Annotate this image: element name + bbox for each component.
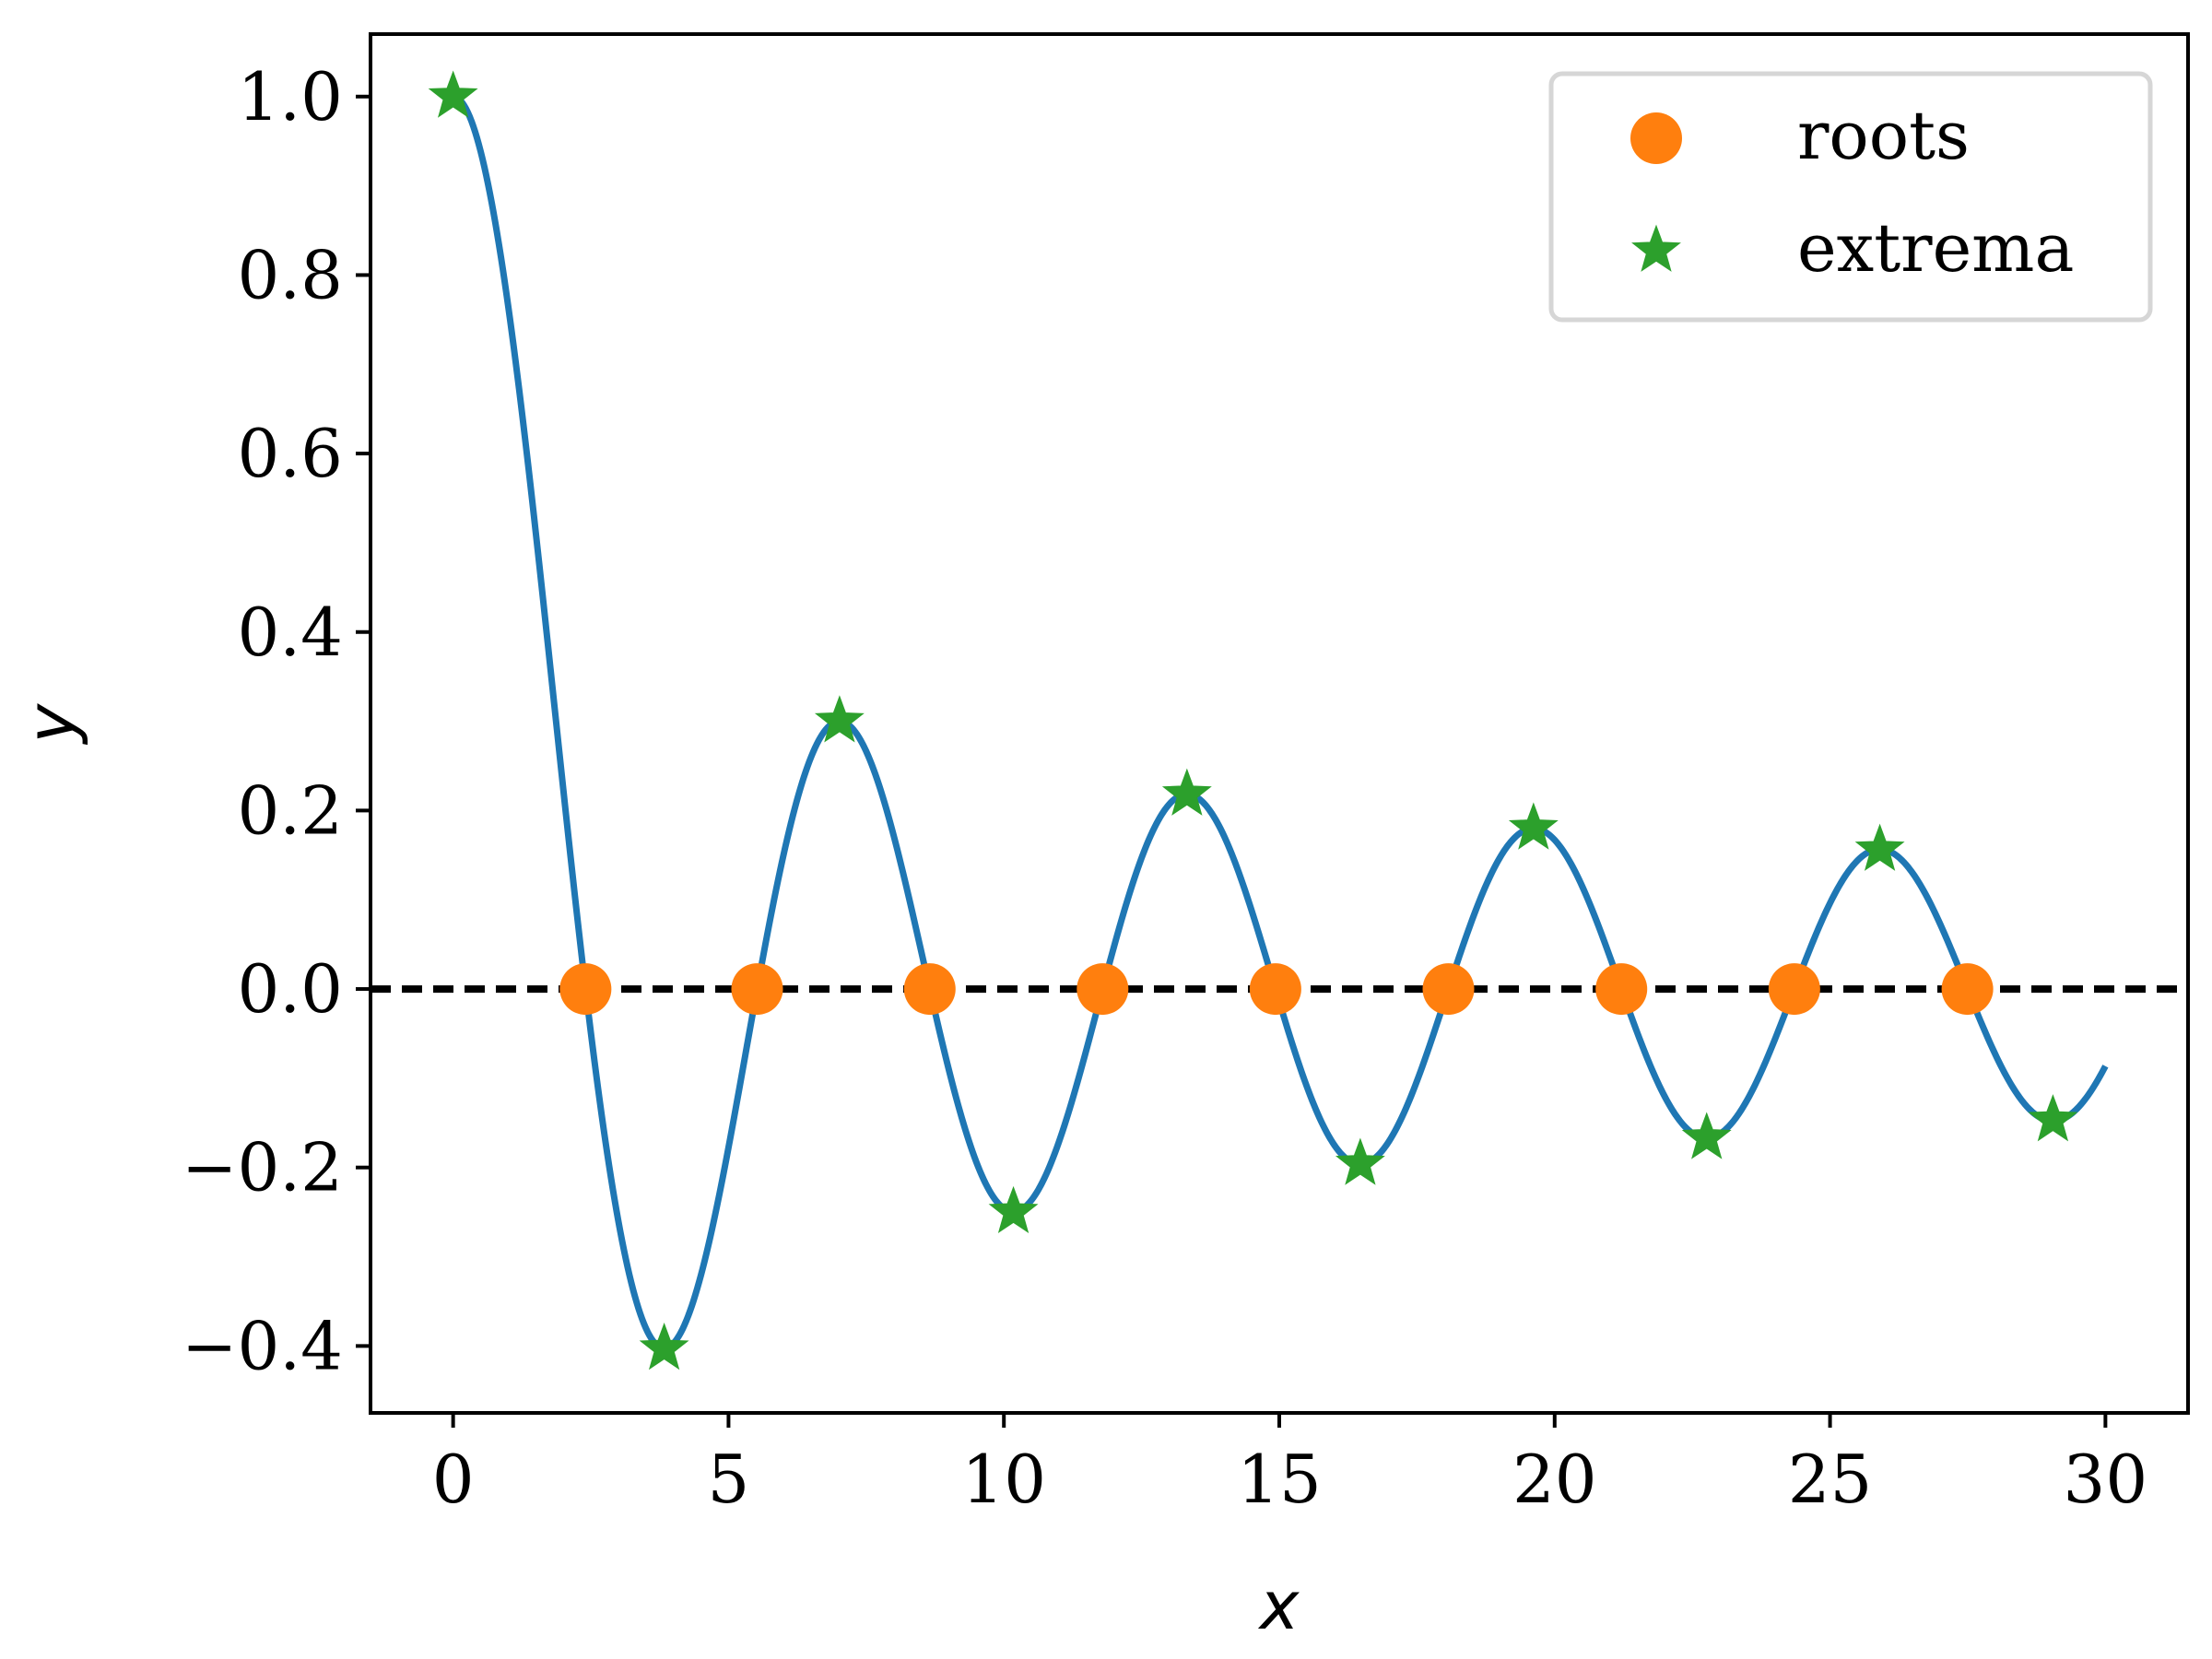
legend-box xyxy=(1548,71,2153,323)
x-tick-label: 0 xyxy=(432,1441,475,1518)
y-tick-label: 0.6 xyxy=(237,415,343,492)
legend-marker-roots xyxy=(1630,112,1682,164)
x-tick-label: 20 xyxy=(1512,1441,1597,1518)
plot-area xyxy=(371,70,2188,1371)
extrema-marker xyxy=(814,695,865,743)
root-marker xyxy=(1595,963,1648,1016)
y-tick-label: 0.4 xyxy=(237,594,343,671)
root-marker xyxy=(903,963,956,1016)
legend-label-extrema: extrema xyxy=(1797,209,2074,287)
legend-label-roots: roots xyxy=(1797,97,1970,174)
extrema-marker xyxy=(2028,1094,2078,1142)
root-marker xyxy=(731,963,783,1016)
extrema-marker xyxy=(1161,768,1212,816)
y-tick-label: 1.0 xyxy=(237,58,343,135)
extrema-marker xyxy=(1681,1112,1732,1159)
y-tick-label: −0.4 xyxy=(182,1307,343,1384)
extrema-marker xyxy=(1335,1137,1385,1185)
y-tick-label: 0.0 xyxy=(237,950,343,1028)
legend-marker-extrema xyxy=(1631,224,1681,272)
root-marker xyxy=(1422,963,1475,1016)
extrema-marker xyxy=(988,1185,1039,1234)
legend: roots extrema xyxy=(1548,71,2153,323)
root-marker xyxy=(1077,963,1129,1016)
root-marker xyxy=(1249,963,1301,1016)
x-tick-label: 10 xyxy=(961,1441,1046,1518)
y-tick-label: 0.2 xyxy=(237,771,343,849)
extrema-marker xyxy=(1508,802,1559,850)
y-tick-label: −0.2 xyxy=(182,1129,343,1206)
x-tick-label: 5 xyxy=(708,1441,750,1518)
root-marker xyxy=(1941,963,1994,1016)
x-tick-label: 30 xyxy=(2064,1441,2148,1518)
root-marker xyxy=(559,963,612,1016)
y-tick-label: 0.8 xyxy=(237,236,343,313)
extrema-marker xyxy=(1854,823,1905,871)
axes: 0 5 10 15 20 25 30 −0.4 −0.2 0.0 0.2 0.4 0.6 0.8 1.0 x y xyxy=(12,32,2190,1644)
root-marker xyxy=(1768,963,1820,1016)
x-tick-label: 25 xyxy=(1788,1441,1873,1518)
y-axis-label: y xyxy=(12,702,89,745)
extrema-marker xyxy=(428,70,478,118)
x-tick-label: 15 xyxy=(1237,1441,1322,1518)
extrema-marker xyxy=(639,1322,689,1371)
x-axis-label: x xyxy=(1258,1567,1300,1644)
